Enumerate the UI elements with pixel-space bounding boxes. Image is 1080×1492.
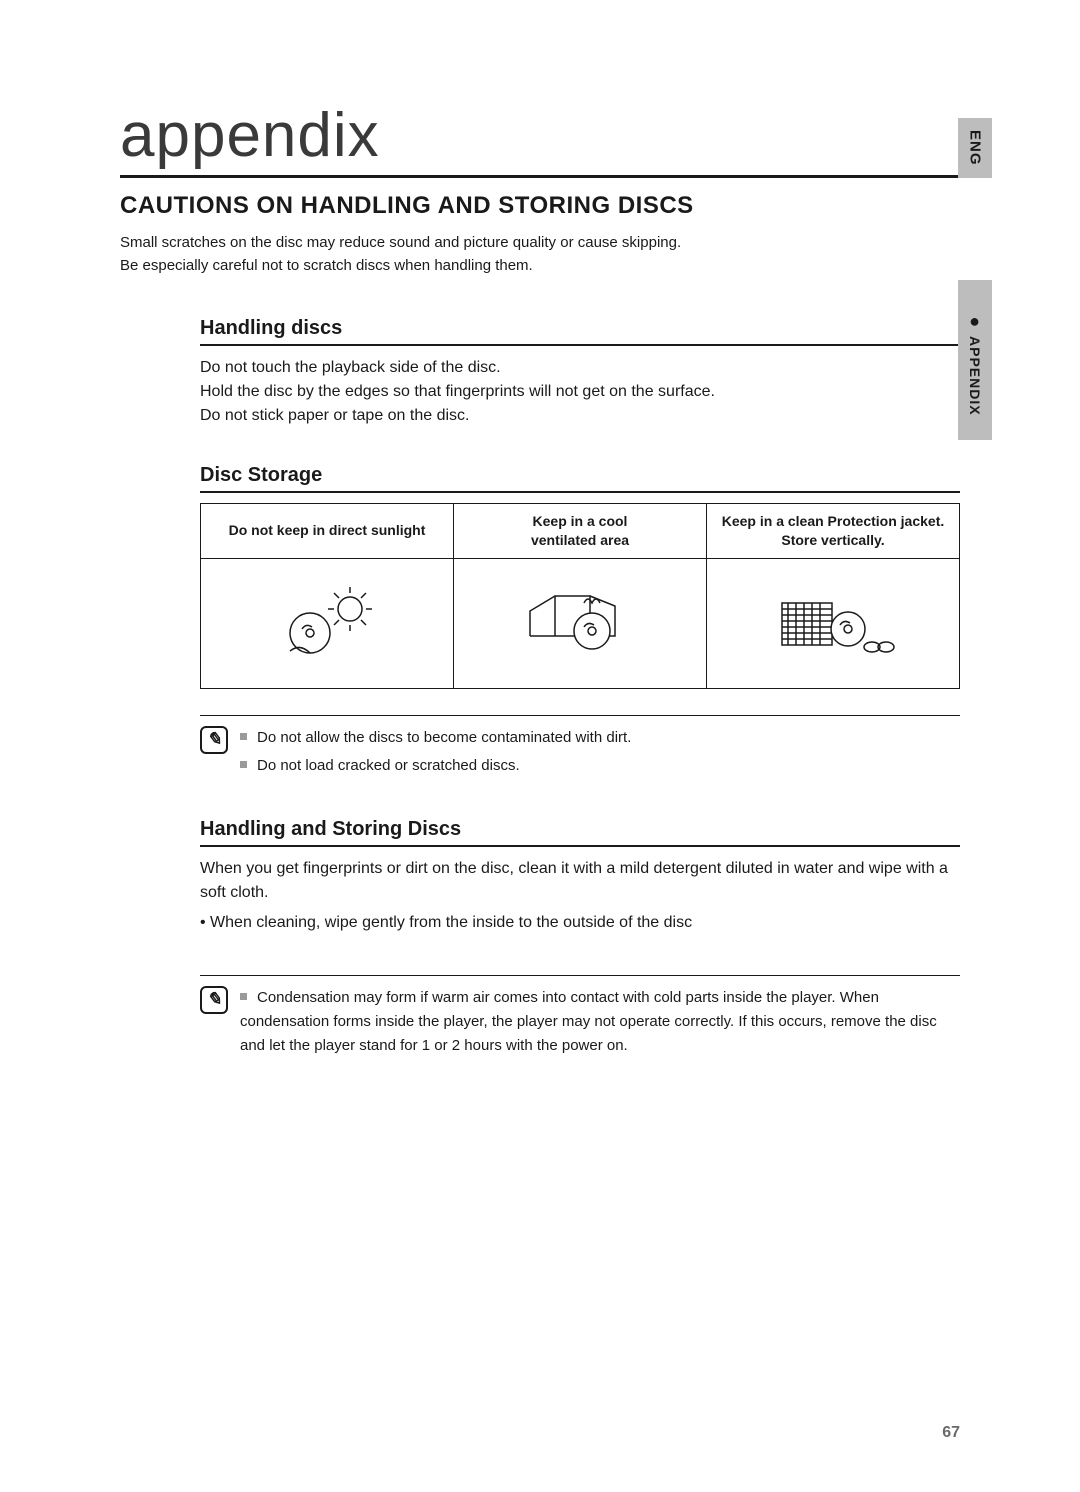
table-header-text: Keep in a cool <box>464 512 696 531</box>
subheading: Handling and Storing Discs <box>200 818 960 841</box>
section-handling-storing: Handling and Storing Discs When you get … <box>200 818 960 935</box>
body-bullet: • When cleaning, wipe gently from the in… <box>200 911 960 935</box>
note-list: Do not allow the discs to become contami… <box>240 726 631 782</box>
section-heading-main: CAUTIONS ON HANDLING AND STORING DISCS <box>120 192 960 220</box>
side-tab-section: ● APPENDIX <box>958 280 992 440</box>
table-header-cell: Keep in a clean Protection jacket. Store… <box>707 504 960 559</box>
note-icon: ✎ <box>200 986 228 1014</box>
jacket-icon <box>768 581 898 666</box>
section-condensation-note: ✎ Condensation may form if warm air come… <box>200 975 960 1062</box>
intro-line: Small scratches on the disc may reduce s… <box>120 232 960 255</box>
page-title: appendix <box>120 100 960 171</box>
table-header-text: Keep in a clean Protection jacket. <box>717 512 949 531</box>
storage-table: Do not keep in direct sunlight Keep in a… <box>200 503 960 689</box>
note-block: ✎ Do not allow the discs to become conta… <box>200 715 960 782</box>
note-item: Do not allow the discs to become contami… <box>240 726 631 750</box>
table-cell <box>707 558 960 688</box>
table-cell <box>454 558 707 688</box>
table-header-text: Do not keep in direct sunlight <box>229 522 426 538</box>
table-header-row: Do not keep in direct sunlight Keep in a… <box>201 504 960 559</box>
side-tab-lang-label: ENG <box>967 130 984 166</box>
table-header-text: Store vertically. <box>717 531 949 550</box>
subheading-rule <box>200 344 960 346</box>
title-rule <box>120 175 960 178</box>
subheading-rule <box>200 845 960 847</box>
subheading: Handling discs <box>200 317 960 340</box>
body-text: Do not touch the playback side of the di… <box>200 356 960 428</box>
body-line: Do not touch the playback side of the di… <box>200 356 960 380</box>
side-tab-lang: ENG <box>958 118 992 178</box>
table-header-cell: Keep in a cool ventilated area <box>454 504 707 559</box>
subheading-rule <box>200 491 960 493</box>
table-cell <box>201 558 454 688</box>
side-tab-bullet: ● <box>969 311 981 332</box>
intro-text: Small scratches on the disc may reduce s… <box>120 232 960 277</box>
page: ENG ● APPENDIX appendix CAUTIONS ON HAND… <box>0 0 1080 1492</box>
body-text: When you get fingerprints or dirt on the… <box>200 857 960 905</box>
body-line: Hold the disc by the edges so that finge… <box>200 380 960 404</box>
note-item: Do not load cracked or scratched discs. <box>240 754 631 778</box>
note-item: Condensation may form if warm air comes … <box>240 986 960 1058</box>
subheading: Disc Storage <box>200 464 960 487</box>
sunlight-icon <box>272 581 382 666</box>
note-list: Condensation may form if warm air comes … <box>240 986 960 1062</box>
section-handling: Handling discs Do not touch the playback… <box>200 317 960 428</box>
page-number: 67 <box>942 1424 960 1442</box>
note-block: ✎ Condensation may form if warm air come… <box>200 975 960 1062</box>
side-tab-section-label: APPENDIX <box>967 336 983 416</box>
table-header-cell: Do not keep in direct sunlight <box>201 504 454 559</box>
ventilated-icon <box>520 581 640 666</box>
table-row <box>201 558 960 688</box>
note-icon: ✎ <box>200 726 228 754</box>
section-storage: Disc Storage Do not keep in direct sunli… <box>200 464 960 782</box>
body-line: Do not stick paper or tape on the disc. <box>200 404 960 428</box>
intro-line: Be especially careful not to scratch dis… <box>120 255 960 278</box>
table-header-text: ventilated area <box>464 531 696 550</box>
